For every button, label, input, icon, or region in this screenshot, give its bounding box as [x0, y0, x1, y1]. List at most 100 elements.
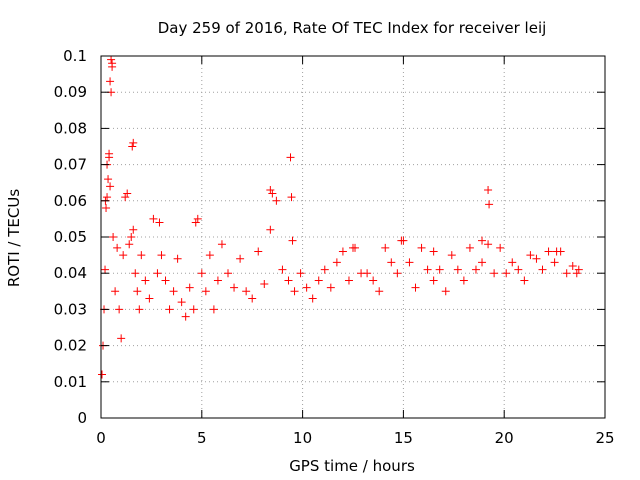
data-point — [266, 185, 275, 194]
y-tick-label: 0.03 — [54, 300, 87, 318]
data-point — [135, 305, 144, 314]
data-point — [490, 269, 499, 278]
data-point — [393, 269, 402, 278]
data-point — [213, 276, 222, 285]
data-point — [496, 243, 505, 252]
data-point — [121, 193, 130, 202]
data-point — [129, 138, 138, 147]
data-point — [169, 287, 178, 296]
data-point — [101, 265, 110, 274]
data-point — [484, 185, 493, 194]
data-point — [308, 294, 317, 303]
data-point — [387, 258, 396, 267]
data-point — [106, 182, 115, 191]
y-tick-label: 0.09 — [54, 83, 87, 101]
x-tick-label: 5 — [197, 429, 207, 447]
data-point — [471, 265, 480, 274]
data-point — [369, 276, 378, 285]
axis-ticks: 0 0.01 0.02 0.03 0.04 0.05 0.06 0.07 0.08 0.09 0.1… — [54, 47, 615, 447]
data-point — [453, 265, 462, 274]
data-point — [149, 214, 158, 223]
data-point — [278, 265, 287, 274]
data-point — [349, 243, 357, 252]
data-point — [485, 200, 494, 209]
data-point — [381, 243, 390, 252]
grid — [101, 56, 605, 418]
data-point — [550, 258, 559, 267]
data-point — [435, 265, 444, 274]
data-point — [268, 189, 277, 198]
data-point — [131, 269, 140, 278]
data-point — [191, 218, 200, 227]
data-point — [209, 305, 218, 314]
data-point — [290, 287, 299, 296]
data-point — [508, 258, 517, 267]
data-point — [181, 312, 190, 321]
data-point — [417, 243, 426, 252]
data-point — [115, 305, 124, 314]
data-point — [520, 276, 529, 285]
data-point — [526, 251, 535, 260]
data-point — [572, 269, 581, 278]
y-tick-label: 0.06 — [54, 192, 87, 210]
data-point — [141, 276, 150, 285]
data-point — [266, 225, 275, 234]
data-point — [242, 287, 251, 296]
data-point — [465, 243, 474, 252]
data-point — [177, 298, 186, 307]
data-point — [248, 294, 257, 303]
data-point — [447, 251, 456, 260]
data-point — [320, 265, 329, 274]
data-point — [288, 236, 297, 245]
data-point — [314, 276, 323, 285]
data-point — [103, 193, 112, 202]
data-point — [137, 251, 146, 260]
data-point — [260, 280, 269, 289]
y-tick-label: 0.1 — [63, 47, 87, 65]
data-point — [129, 225, 138, 234]
x-tick-label: 0 — [96, 429, 106, 447]
data-point — [224, 269, 233, 278]
data-point — [193, 214, 202, 223]
data-point — [502, 269, 511, 278]
data-point — [108, 59, 117, 68]
y-tick-label: 0.04 — [54, 264, 87, 282]
data-point — [532, 254, 541, 263]
data-point — [117, 334, 126, 343]
data-point — [119, 251, 128, 260]
data-point — [201, 287, 210, 296]
y-axis-label: ROTI / TECUs — [5, 189, 23, 287]
data-point — [332, 258, 341, 267]
data-point — [574, 265, 583, 274]
x-tick-label: 25 — [595, 429, 614, 447]
data-point — [105, 149, 114, 158]
data-point — [423, 265, 432, 274]
y-tick-label: 0.02 — [54, 337, 87, 355]
data-point — [106, 77, 115, 86]
data-point — [429, 247, 438, 256]
data-point — [98, 370, 107, 379]
data-point — [155, 218, 164, 227]
data-point — [429, 276, 438, 285]
data-point — [405, 258, 414, 267]
data-point — [552, 247, 561, 256]
y-tick-label: 0.05 — [54, 228, 87, 246]
data-point — [302, 283, 311, 292]
data-point — [544, 247, 553, 256]
data-point — [113, 243, 122, 252]
data-point — [161, 276, 170, 285]
data-point — [441, 287, 450, 296]
data-point — [133, 287, 142, 296]
data-point — [107, 55, 116, 64]
y-tick-label: 0.08 — [54, 119, 87, 137]
data-point — [111, 287, 120, 296]
data-point — [363, 269, 372, 278]
data-point — [157, 251, 166, 260]
data-points — [98, 55, 583, 379]
y-tick-label: 0.07 — [54, 156, 87, 174]
data-point — [102, 204, 111, 213]
data-point — [286, 153, 295, 162]
data-point — [344, 276, 353, 285]
data-point — [125, 240, 134, 249]
